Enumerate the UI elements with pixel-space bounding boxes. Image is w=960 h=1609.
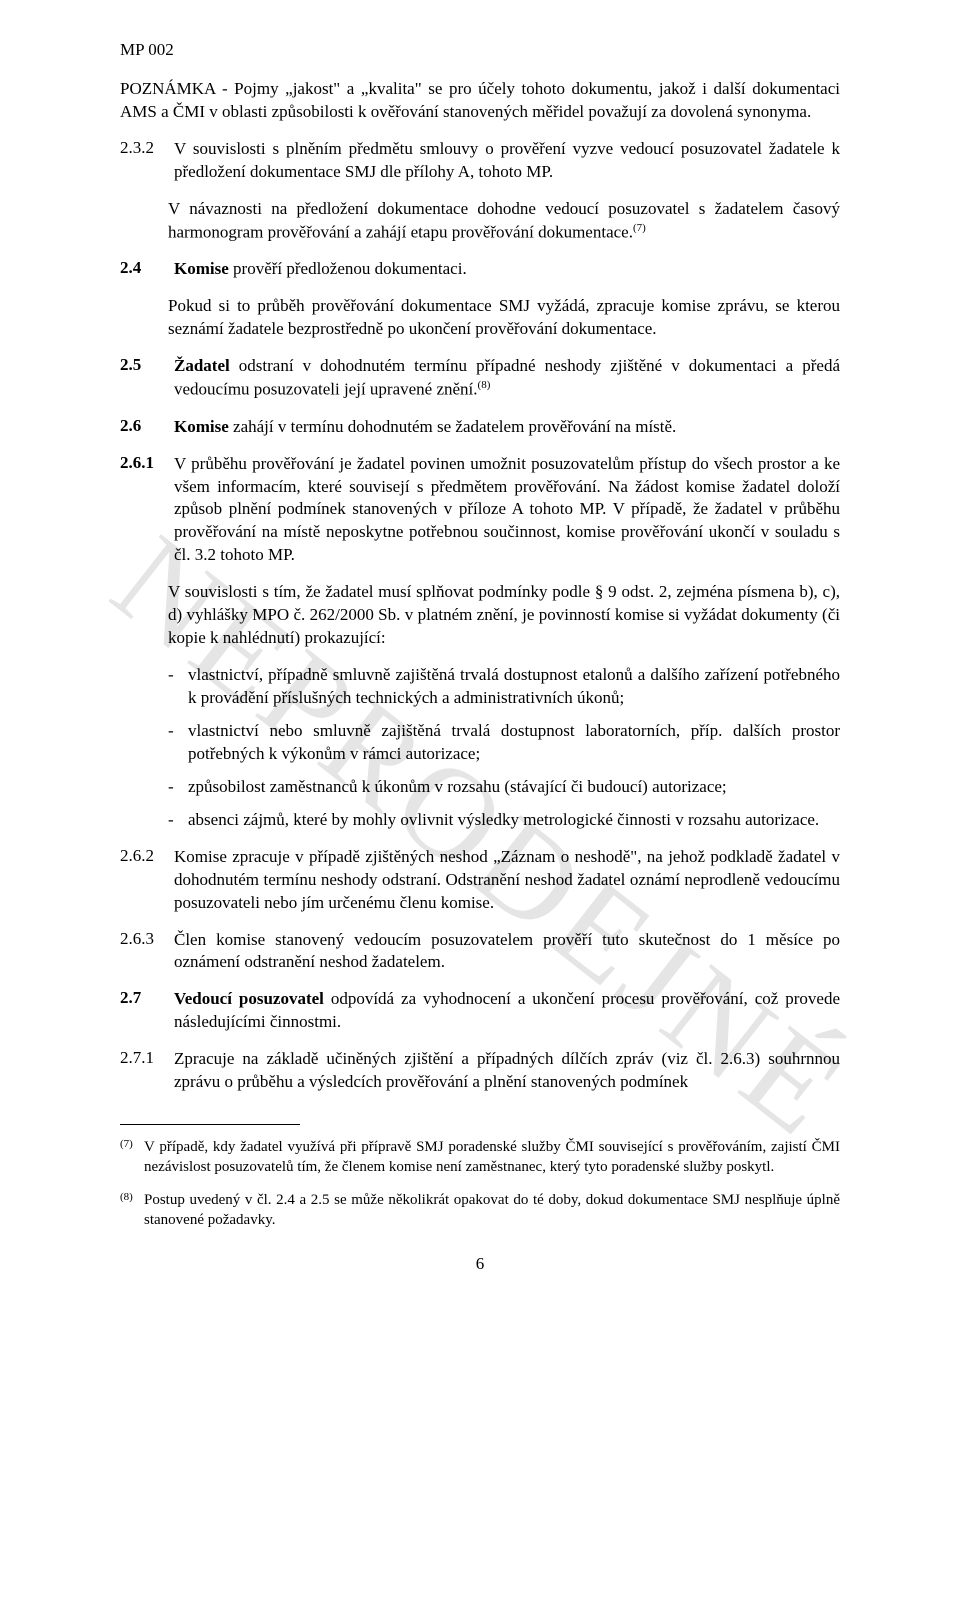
clause-number: 2.6: [120, 416, 174, 439]
clause-2-4: 2.4 Komise prověří předloženou dokumenta…: [120, 258, 840, 281]
bullet-text: způsobilost zaměstnanců k úkonům v rozsa…: [188, 776, 840, 799]
list-item: - vlastnictví, případně smluvně zajištěn…: [168, 664, 840, 710]
lead-rest: zahájí v termínu dohodnutém se žadatelem…: [229, 417, 677, 436]
clause-text: Zpracuje na základě učiněných zjištění a…: [174, 1048, 840, 1094]
clause-2-7-1: 2.7.1 Zpracuje na základě učiněných zjiš…: [120, 1048, 840, 1094]
clause-2-6-1-p2: V souvislosti s tím, že žadatel musí spl…: [168, 581, 840, 650]
footnote-marker: (7): [120, 1137, 144, 1178]
clause-text: Člen komise stanovený vedoucím posuzovat…: [174, 929, 840, 975]
clause-number: 2.7.1: [120, 1048, 174, 1094]
clause-number: 2.6.1: [120, 453, 174, 568]
clause-number: 2.5: [120, 355, 174, 402]
clause-number: 2.4: [120, 258, 174, 281]
bullet-dash-icon: -: [168, 664, 188, 710]
clause-2-3-2: 2.3.2 V souvislosti s plněním předmětu s…: [120, 138, 840, 184]
clause-2-4-followup: Pokud si to průběh prověřování dokumenta…: [168, 295, 840, 341]
lead-rest: odstraní v dohodnutém termínu případné n…: [174, 356, 840, 399]
clause-2-6-3: 2.6.3 Člen komise stanovený vedoucím pos…: [120, 929, 840, 975]
clause-number: 2.6.3: [120, 929, 174, 975]
page: NEPRODEJNÉ MP 002 POZNÁMKA - Pojmy „jako…: [0, 0, 960, 1609]
bullet-dash-icon: -: [168, 776, 188, 799]
superscript-ref: (7): [633, 222, 646, 234]
list-item: - způsobilost zaměstnanců k úkonům v roz…: [168, 776, 840, 799]
lead-bold: Komise: [174, 259, 229, 278]
clause-2-6-1: 2.6.1 V průběhu prověřování je žadatel p…: [120, 453, 840, 568]
followup-text: V návaznosti na předložení dokumentace d…: [168, 199, 840, 242]
footnote-separator: [120, 1124, 300, 1125]
lead-bold: Komise: [174, 417, 229, 436]
clause-2-3-2-followup: V návaznosti na předložení dokumentace d…: [168, 198, 840, 245]
bullet-dash-icon: -: [168, 720, 188, 766]
clause-2-6: 2.6 Komise zahájí v termínu dohodnutém s…: [120, 416, 840, 439]
footnote-8: (8) Postup uvedený v čl. 2.4 a 2.5 se mů…: [120, 1190, 840, 1231]
clause-text: Komise zpracuje v případě zjištěných nes…: [174, 846, 840, 915]
footnote-text: Postup uvedený v čl. 2.4 a 2.5 se může n…: [144, 1190, 840, 1231]
clause-number: 2.7: [120, 988, 174, 1034]
clause-text: Komise prověří předloženou dokumentaci.: [174, 258, 840, 281]
superscript-ref: (8): [478, 379, 491, 391]
bullet-text: absenci zájmů, které by mohly ovlivnit v…: [188, 809, 840, 832]
bullet-text: vlastnictví nebo smluvně zajištěná trval…: [188, 720, 840, 766]
footnote-marker: (8): [120, 1190, 144, 1231]
lead-bold: Žadatel: [174, 356, 230, 375]
clause-text: Žadatel odstraní v dohodnutém termínu př…: [174, 355, 840, 402]
clause-number: 2.6.2: [120, 846, 174, 915]
lead-rest: prověří předloženou dokumentaci.: [229, 259, 467, 278]
clause-text: Vedoucí posuzovatel odpovídá za vyhodnoc…: [174, 988, 840, 1034]
bullet-text: vlastnictví, případně smluvně zajištěná …: [188, 664, 840, 710]
clause-2-6-2: 2.6.2 Komise zpracuje v případě zjištěný…: [120, 846, 840, 915]
page-number: 6: [120, 1254, 840, 1274]
clause-2-5: 2.5 Žadatel odstraní v dohodnutém termín…: [120, 355, 840, 402]
document-code: MP 002: [120, 40, 840, 60]
list-item: - vlastnictví nebo smluvně zajištěná trv…: [168, 720, 840, 766]
clause-text: V průběhu prověřování je žadatel povinen…: [174, 453, 840, 568]
lead-bold: Vedoucí posuzovatel: [174, 989, 324, 1008]
clause-number: 2.3.2: [120, 138, 174, 184]
list-item: - absenci zájmů, které by mohly ovlivnit…: [168, 809, 840, 832]
bullet-list: - vlastnictví, případně smluvně zajištěn…: [168, 664, 840, 832]
bullet-dash-icon: -: [168, 809, 188, 832]
clause-text: Komise zahájí v termínu dohodnutém se ža…: [174, 416, 840, 439]
footnote-text: V případě, kdy žadatel využívá při přípr…: [144, 1137, 840, 1178]
footnote-7: (7) V případě, kdy žadatel využívá při p…: [120, 1137, 840, 1178]
clause-text: V souvislosti s plněním předmětu smlouvy…: [174, 138, 840, 184]
note-paragraph: POZNÁMKA - Pojmy „jakost" a „kvalita" se…: [120, 78, 840, 124]
clause-2-7: 2.7 Vedoucí posuzovatel odpovídá za vyho…: [120, 988, 840, 1034]
